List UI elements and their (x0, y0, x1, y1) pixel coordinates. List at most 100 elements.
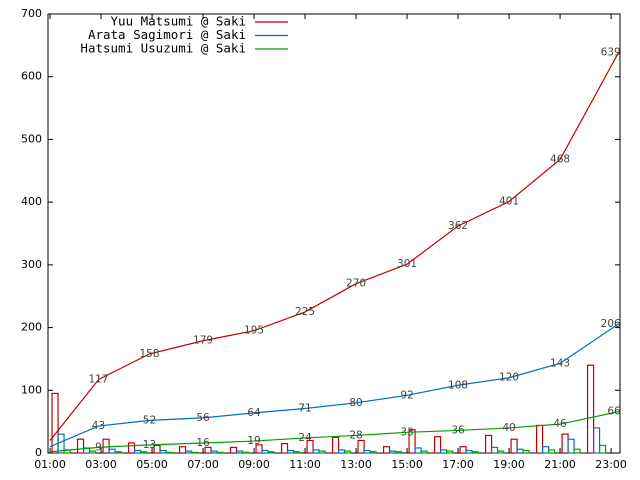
hourly-bar (490, 446, 499, 454)
point-label: 143 (550, 357, 570, 369)
x-tick-label: 01:00 (34, 458, 66, 471)
hourly-bar (280, 442, 289, 454)
point-label: 195 (244, 325, 264, 337)
x-tick-label: 13:00 (340, 458, 372, 471)
hourly-bar (439, 449, 448, 454)
point-label: 206 (601, 318, 621, 330)
y-tick-label: 400 (21, 195, 42, 208)
legend-label: Yuu Matsumi @ Saki (111, 14, 246, 29)
hourly-bar (178, 446, 187, 454)
hourly-bar (165, 451, 173, 454)
point-label: 225 (295, 306, 315, 318)
hourly-bar (369, 451, 377, 454)
hourly-bar (114, 451, 122, 454)
hourly-bar (235, 450, 244, 454)
cumulative-line (49, 411, 619, 453)
hourly-bar (153, 444, 161, 454)
point-label: 9 (95, 441, 102, 453)
x-tick-label: 09:00 (238, 458, 270, 471)
hourly-bar (102, 438, 110, 454)
point-label: 401 (499, 196, 519, 208)
point-label: 362 (448, 220, 468, 232)
hourly-bar (210, 450, 218, 454)
y-tick-label: 600 (21, 70, 42, 83)
hourly-bar (414, 447, 422, 454)
hourly-bar (484, 434, 493, 454)
hourly-bar (133, 449, 142, 454)
hourly-bar (408, 429, 416, 454)
y-tick-label: 0 (35, 446, 42, 459)
hourly-bar (286, 449, 295, 454)
point-label: 28 (349, 429, 362, 441)
point-label: 52 (143, 414, 156, 426)
hourly-bar (357, 439, 365, 454)
point-label: 56 (196, 412, 210, 424)
hourly-bar (541, 446, 550, 454)
hourly-bar (547, 449, 556, 454)
point-label: 43 (92, 420, 105, 432)
hourly-bar (394, 451, 403, 454)
hourly-bar (567, 438, 575, 454)
point-label: 33 (400, 426, 413, 438)
hourly-bar (363, 449, 371, 454)
x-tick-label: 17:00 (442, 458, 474, 471)
point-label: 66 (607, 406, 621, 418)
hourly-bar (312, 449, 320, 454)
hourly-bar (159, 449, 167, 454)
point-label: 468 (550, 153, 570, 165)
point-label: 92 (400, 389, 413, 401)
hourly-bar (241, 451, 250, 454)
hourly-bar (108, 448, 116, 454)
hourly-bar (471, 451, 479, 454)
hourly-bar (292, 451, 301, 454)
hourly-bar (516, 448, 524, 454)
x-tick-label: 05:00 (136, 458, 168, 471)
point-label: 179 (193, 335, 213, 347)
hourly-bar (51, 392, 59, 454)
y-tick-label: 500 (21, 132, 42, 145)
point-label: 46 (553, 418, 567, 430)
x-tick-label: 19:00 (493, 458, 525, 471)
cumulative-line (49, 323, 620, 448)
y-tick-label: 100 (21, 383, 42, 396)
point-label: 40 (502, 422, 515, 434)
hourly-bar (535, 424, 544, 454)
hourly-bar (382, 446, 391, 454)
point-label: 71 (298, 402, 311, 414)
hourly-bar (522, 449, 530, 454)
hourly-bar (76, 438, 85, 454)
hourly-bar (573, 448, 581, 454)
hourly-bar (88, 450, 97, 454)
legend-label: Hatsumi Usuzumi @ Saki (80, 41, 246, 56)
point-label: 80 (349, 397, 362, 409)
point-label: 36 (451, 424, 465, 436)
hourly-bar (255, 444, 263, 454)
hourly-bar (184, 450, 193, 454)
x-tick-label: 07:00 (187, 458, 219, 471)
hourly-bar (561, 433, 569, 454)
point-label: 24 (298, 432, 312, 444)
hourly-bar (331, 436, 340, 454)
point-label: 270 (346, 278, 366, 290)
hourly-bar (388, 450, 397, 454)
hourly-bar (510, 438, 518, 454)
hourly-bar (190, 451, 199, 454)
point-label: 16 (196, 437, 210, 449)
hourly-bar (465, 449, 473, 454)
point-label: 19 (247, 435, 260, 447)
point-label: 301 (397, 258, 417, 270)
hourly-bar (592, 427, 601, 454)
hourly-bar (586, 364, 595, 454)
point-label: 117 (88, 374, 108, 386)
hourly-bar (229, 446, 238, 454)
hourly-bar (127, 442, 136, 454)
point-label: 158 (139, 348, 159, 360)
hourly-bar (343, 450, 352, 454)
y-tick-label: 300 (21, 258, 42, 271)
hourly-bar (496, 450, 505, 454)
hourly-bar (420, 450, 428, 454)
hourly-bar (306, 439, 314, 454)
x-tick-label: 21:00 (544, 458, 576, 471)
y-tick-label: 700 (21, 7, 42, 20)
